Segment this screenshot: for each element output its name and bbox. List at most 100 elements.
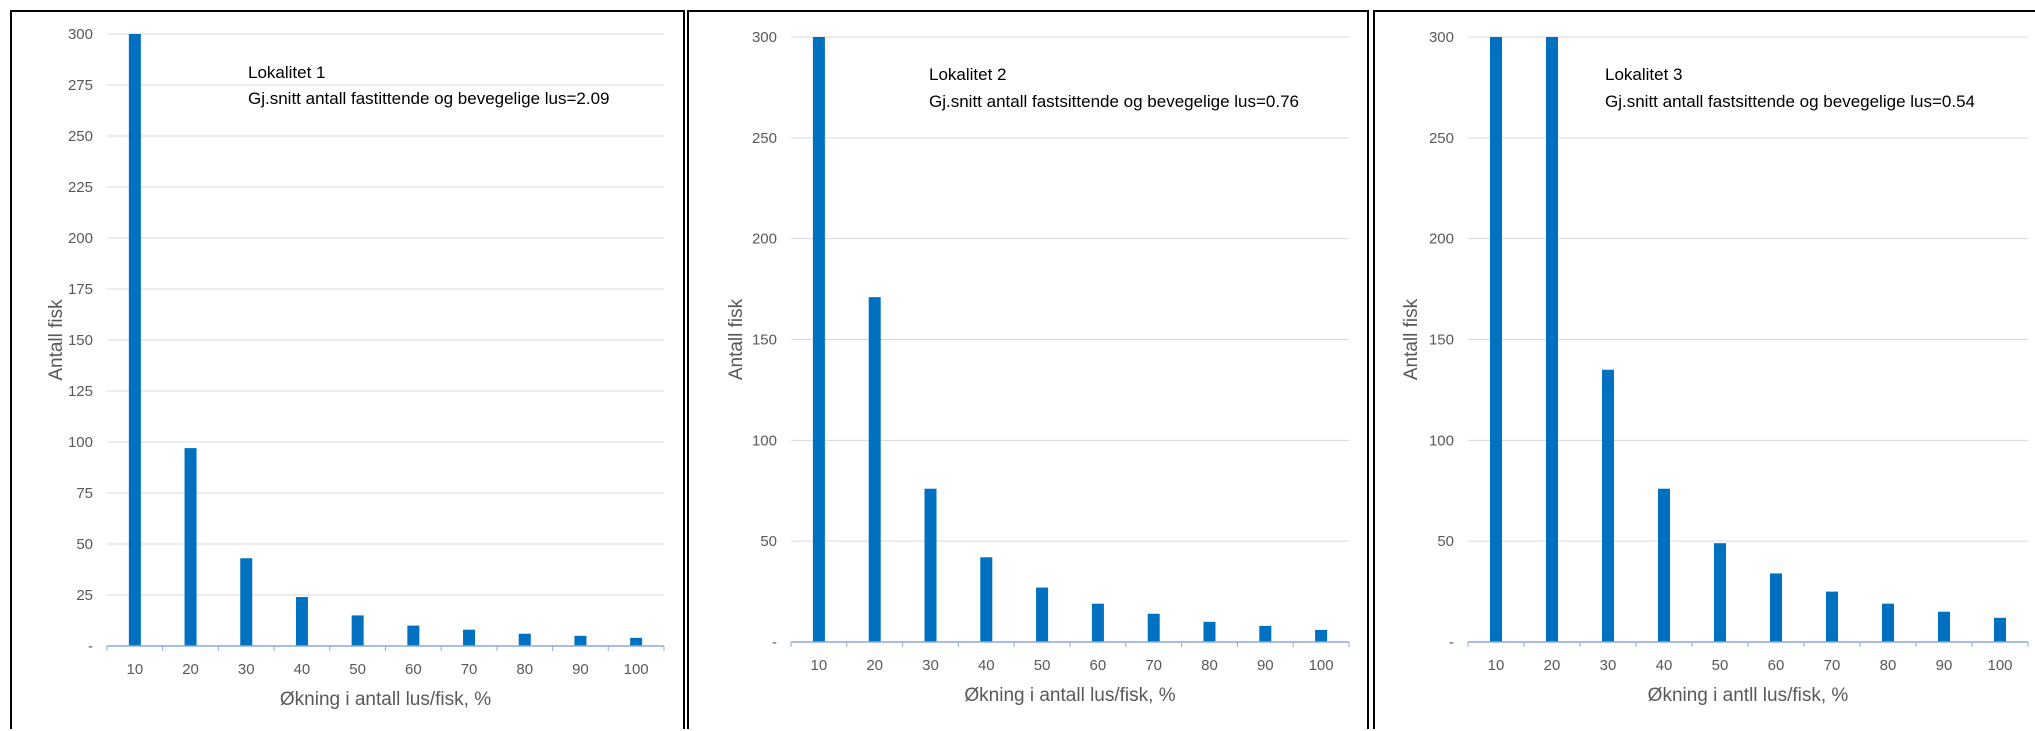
bar xyxy=(1259,625,1272,642)
x-tick-label: 70 xyxy=(1824,657,1841,674)
bar xyxy=(868,297,881,642)
y-tick-label: 100 xyxy=(752,432,777,449)
y-axis-title: Antall fisk xyxy=(1401,298,1422,380)
y-tick-label: 150 xyxy=(1429,332,1454,349)
bar xyxy=(1091,603,1104,642)
y-tick-label: 25 xyxy=(76,587,93,604)
x-tick-label: 100 xyxy=(1309,657,1334,674)
y-tick-label: 250 xyxy=(1429,130,1454,147)
bar xyxy=(980,557,993,642)
x-tick-label: 10 xyxy=(1488,657,1505,674)
bar xyxy=(1490,37,1502,642)
annotation-site: Lokalitet 2 xyxy=(929,65,1007,84)
y-tick-label: - xyxy=(772,634,777,651)
x-tick-label: 10 xyxy=(127,661,144,678)
annotation-average: Gj.snitt antall fastsittende og bevegeli… xyxy=(1605,92,1975,111)
chart-svg-1: - 25 50 75 100 125 150 175 200 225 250 275 300 10 20 30… xyxy=(46,26,665,710)
bar xyxy=(1602,369,1614,642)
y-tick-label: 125 xyxy=(68,383,93,400)
x-tick-label: 10 xyxy=(811,657,828,674)
x-tick-label: 40 xyxy=(978,657,995,674)
bar xyxy=(1770,573,1782,642)
bar xyxy=(295,597,308,646)
bar xyxy=(630,637,643,646)
y-axis-title: Antall fisk xyxy=(726,298,747,380)
bar xyxy=(128,34,141,646)
x-tick-label: 90 xyxy=(572,661,589,678)
y-tick-label: - xyxy=(88,638,93,655)
y-tick-label: 300 xyxy=(752,29,777,46)
chart-svg-2: - 50 100 150 200 250 300 10 20 30 40 50 60 70 80 90 100 Ø… xyxy=(726,29,1350,706)
chart-panel-3: - 50 100 150 200 250 300 10 20 30 40 50 60 70 80 90 100 Ø… xyxy=(1373,10,2035,729)
bar xyxy=(1546,37,1558,642)
x-tick-label: 30 xyxy=(922,657,939,674)
x-tick-label: 70 xyxy=(461,661,478,678)
bar xyxy=(1714,543,1726,642)
bar xyxy=(1036,587,1049,642)
y-tick-label: 275 xyxy=(68,77,93,94)
bar xyxy=(518,633,531,646)
bar xyxy=(184,448,197,646)
annotation-average: Gj.snitt antall fastsittende og bevegeli… xyxy=(929,92,1299,111)
x-axis-title: Økning i antall lus/fisk, % xyxy=(280,689,491,710)
y-tick-label: 50 xyxy=(76,536,93,553)
x-tick-label: 40 xyxy=(294,661,311,678)
y-tick-label: 50 xyxy=(1437,533,1454,550)
y-tick-label: 100 xyxy=(68,434,93,451)
bar xyxy=(1658,488,1670,642)
x-tick-label: 50 xyxy=(349,661,366,678)
x-tick-label: 100 xyxy=(1987,657,2012,674)
annotation-average: Gj.snitt antall fastittende og bevegelig… xyxy=(248,89,610,108)
y-tick-label: 100 xyxy=(1429,432,1454,449)
bar xyxy=(1938,611,1950,642)
x-tick-label: 70 xyxy=(1145,657,1162,674)
x-tick-label: 20 xyxy=(182,661,199,678)
chart-panel-2: - 50 100 150 200 250 300 10 20 30 40 50 60 70 80 90 100 Ø… xyxy=(687,10,1369,729)
y-tick-label: 150 xyxy=(68,332,93,349)
annotation-site: Lokalitet 3 xyxy=(1605,65,1683,84)
x-tick-label: 50 xyxy=(1712,657,1729,674)
x-tick-label: 90 xyxy=(1936,657,1953,674)
x-tick-label: 100 xyxy=(624,661,649,678)
x-tick-label: 30 xyxy=(1600,657,1617,674)
y-tick-label: 200 xyxy=(68,230,93,247)
x-tick-label: 20 xyxy=(1544,657,1561,674)
bar xyxy=(1203,621,1216,642)
annotation-site: Lokalitet 1 xyxy=(248,63,326,82)
chart-panel-1: - 25 50 75 100 125 150 175 200 225 250 275 300 10 20 30… xyxy=(10,10,685,729)
x-tick-label: 30 xyxy=(238,661,255,678)
y-tick-label: 175 xyxy=(68,281,93,298)
bar xyxy=(574,635,587,646)
y-tick-label: - xyxy=(1449,634,1454,651)
x-tick-label: 80 xyxy=(516,661,533,678)
x-axis-title: Økning i antll lus/fisk, % xyxy=(1648,685,1849,706)
bar xyxy=(1882,603,1894,642)
x-axis-title: Økning i antall lus/fisk, % xyxy=(964,685,1175,706)
bar xyxy=(1147,613,1160,642)
bar xyxy=(1315,629,1328,642)
bar xyxy=(812,37,825,642)
y-tick-label: 200 xyxy=(1429,231,1454,248)
bar xyxy=(351,615,364,646)
x-tick-label: 50 xyxy=(1034,657,1051,674)
bar xyxy=(407,625,420,646)
bar xyxy=(924,488,937,642)
x-tick-label: 20 xyxy=(866,657,883,674)
x-tick-label: 60 xyxy=(405,661,422,678)
y-tick-label: 200 xyxy=(752,231,777,248)
x-tick-label: 90 xyxy=(1257,657,1274,674)
y-tick-label: 300 xyxy=(68,26,93,43)
bar xyxy=(463,629,476,646)
y-tick-label: 75 xyxy=(76,485,93,502)
y-tick-label: 150 xyxy=(752,332,777,349)
chart-svg-3: - 50 100 150 200 250 300 10 20 30 40 50 60 70 80 90 100 Ø… xyxy=(1401,29,2029,706)
x-tick-label: 80 xyxy=(1880,657,1897,674)
y-tick-label: 250 xyxy=(68,128,93,145)
y-tick-label: 50 xyxy=(760,533,777,550)
x-tick-label: 60 xyxy=(1090,657,1107,674)
bar xyxy=(1994,617,2006,642)
y-tick-label: 300 xyxy=(1429,29,1454,46)
x-tick-label: 40 xyxy=(1656,657,1673,674)
bar xyxy=(240,558,253,646)
y-tick-label: 250 xyxy=(752,130,777,147)
